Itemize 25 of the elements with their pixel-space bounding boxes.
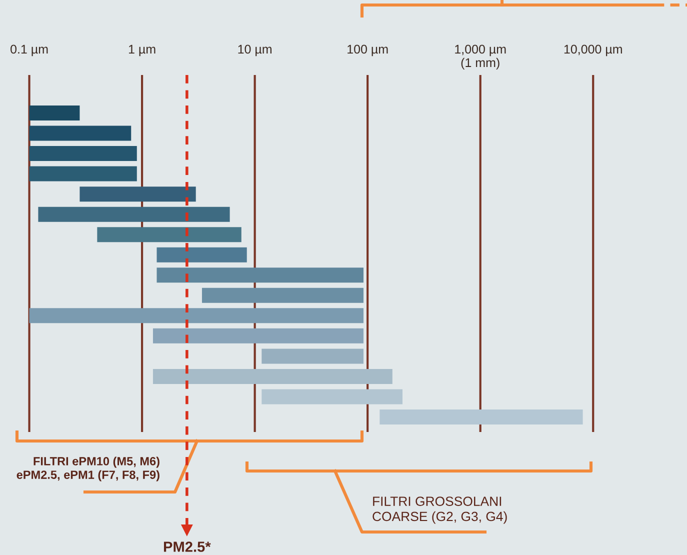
bar (29, 146, 137, 162)
x-tick-label: 100 µm (348, 44, 388, 56)
x-tick-label: 1 µm (128, 44, 156, 56)
bar (29, 166, 137, 182)
bar (262, 389, 402, 404)
x-tick-label: 10,000 µm (564, 44, 622, 56)
bar (80, 186, 196, 202)
bar (97, 227, 242, 242)
bar (38, 206, 230, 222)
text: FILTRI GROSSOLANI COARSE (G2, G3, G4) (372, 496, 507, 524)
x-tick-label: 1,000 µm (1 mm) (455, 44, 506, 70)
bar (156, 268, 364, 283)
ref-line-label: PM2.5* (164, 542, 211, 552)
bar (156, 247, 247, 262)
bar (29, 106, 80, 120)
x-tick-label: 0.1 µm (10, 44, 48, 56)
text: FILTRI ePM10 (M5, M6) ePM2.5, ePM1 (F7, F8, F9) (16, 456, 160, 482)
bar (29, 308, 364, 324)
x-tick-label: 10 µm (238, 44, 272, 56)
bar (262, 348, 364, 364)
bar (152, 328, 364, 344)
bar (202, 288, 364, 303)
bar (152, 368, 392, 384)
bar (29, 126, 132, 141)
bar (380, 410, 583, 424)
